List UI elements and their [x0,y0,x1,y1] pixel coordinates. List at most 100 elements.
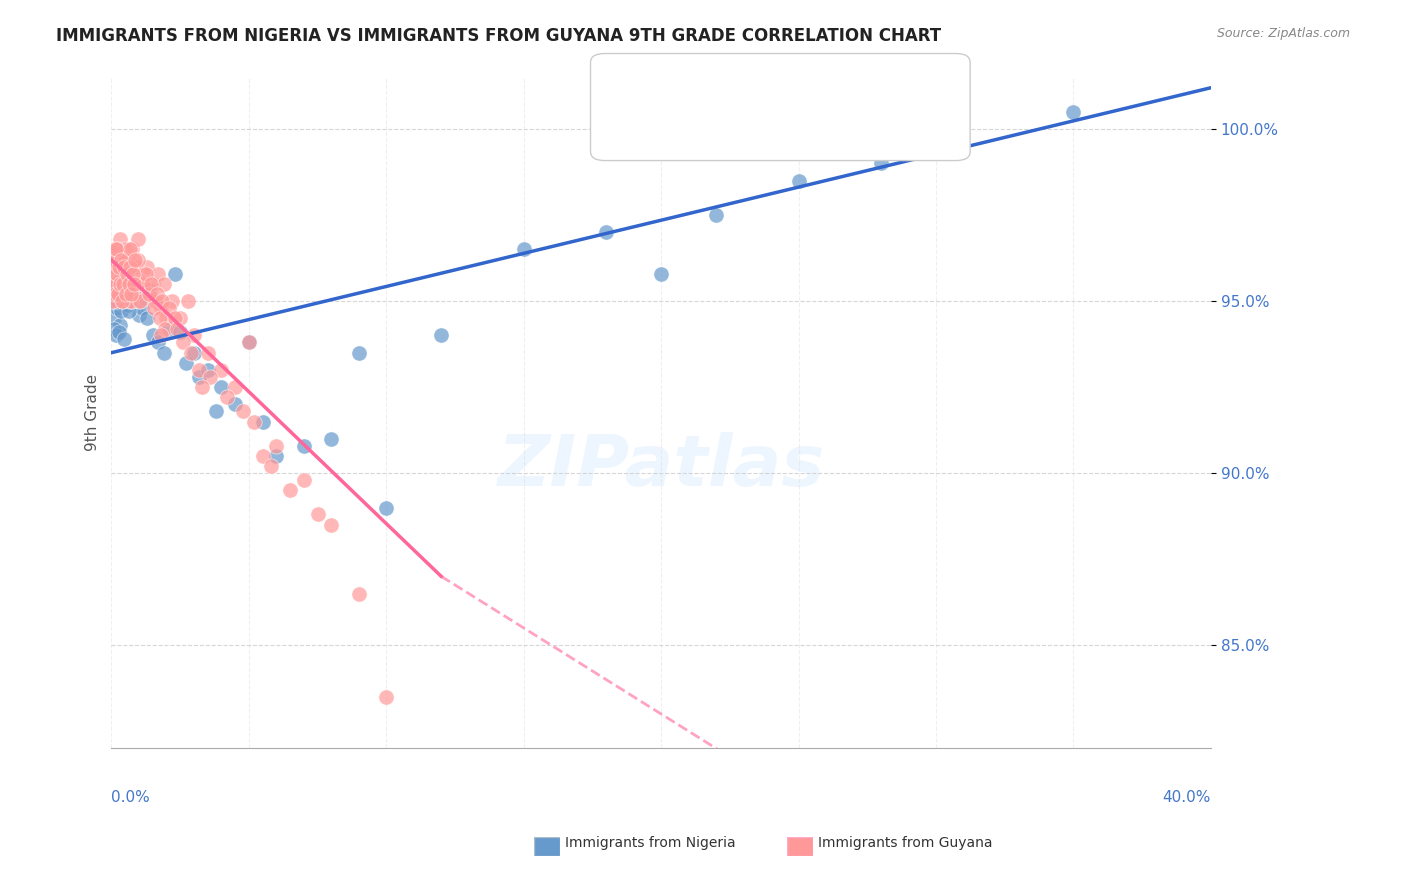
Point [650,267,672,281]
Point [103,243,125,257]
Point [132,277,155,291]
Point [252,415,274,429]
Point [145,294,167,309]
Point [118,260,141,274]
Point [191,380,214,394]
Point [117,260,139,274]
Text: ZIPatlas: ZIPatlas [498,432,825,501]
Point [232,404,254,418]
Point [104,267,127,281]
Point [252,449,274,463]
Point [142,328,165,343]
Point [292,439,315,453]
Point [375,500,398,515]
Point [104,252,127,267]
Point [139,287,162,301]
Point [150,294,173,309]
Point [111,260,134,274]
Point [114,252,136,267]
Point [152,277,174,291]
Point [145,287,167,301]
Point [108,284,131,298]
Point [115,280,138,294]
Point [107,243,129,257]
Point [260,459,283,474]
Point [188,369,211,384]
Point [183,328,205,343]
Point [134,267,156,281]
Point [704,208,727,222]
Point [143,301,166,315]
Point [224,397,246,411]
Point [136,311,159,326]
Point [125,287,148,301]
Point [205,404,228,418]
Point [134,291,156,305]
Point [125,277,148,291]
Point [104,277,127,291]
Point [512,243,534,257]
Point [870,156,893,170]
Point [183,345,205,359]
Point [115,267,138,281]
Point [131,277,153,291]
Point [347,345,370,359]
Point [104,267,127,281]
Point [180,345,202,359]
Point [105,301,128,315]
Point [121,267,143,281]
Point [149,328,172,343]
Point [152,345,174,359]
Point [117,297,139,311]
Point [121,294,143,309]
Point [111,294,134,309]
Point [112,332,135,346]
Point [118,277,141,291]
Point [103,287,125,301]
Point [155,311,177,326]
Point [104,260,127,274]
Point [124,252,146,267]
Text: Immigrants from Guyana: Immigrants from Guyana [818,836,993,850]
Point [278,483,301,498]
Point [266,449,288,463]
Point [108,277,131,291]
Point [103,321,125,335]
Point [243,415,266,429]
Y-axis label: 9th Grade: 9th Grade [86,375,100,451]
Point [149,301,172,315]
Point [787,174,810,188]
Point [595,225,617,239]
Point [128,294,150,309]
Point [117,287,139,301]
Point [124,260,146,274]
Point [141,277,163,291]
Point [120,294,142,309]
Point [121,287,143,301]
Point [111,277,134,291]
Point [174,356,197,370]
Point [107,267,129,281]
Point [107,287,129,301]
Point [114,277,136,291]
Point [105,243,128,257]
Point [114,291,136,305]
Point [105,267,128,281]
Point [197,345,219,359]
Point [169,311,191,326]
Point [101,294,124,309]
Point [110,252,132,267]
Point [209,363,232,377]
Point [108,325,131,339]
Point [108,260,131,274]
Point [118,304,141,318]
Point [177,294,200,309]
Text: Immigrants from Nigeria: Immigrants from Nigeria [565,836,735,850]
Point [103,260,125,274]
Point [347,586,370,600]
Point [169,325,191,339]
Point [110,277,132,291]
Point [153,321,176,335]
Point [105,243,128,257]
Point [115,267,138,281]
